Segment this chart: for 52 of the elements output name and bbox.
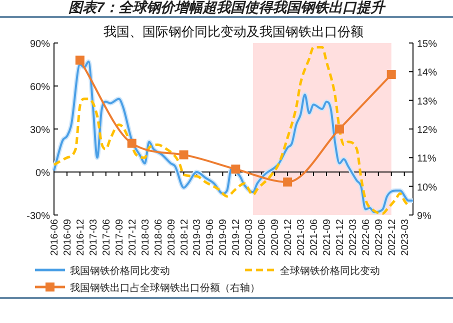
x-tick-label: 2020-12 bbox=[283, 218, 294, 256]
x-tick-label: 2019-09 bbox=[218, 218, 230, 256]
point bbox=[386, 70, 396, 80]
legend-label: 我国钢铁价格同比变动 bbox=[70, 265, 170, 277]
y-tick-label: 30% bbox=[30, 125, 50, 136]
x-tick-label: 2018-09 bbox=[166, 218, 178, 256]
x-tick-label: 2022-03 bbox=[348, 218, 359, 256]
y-tick-label: 60% bbox=[30, 82, 50, 93]
y-tick-label: -30% bbox=[26, 211, 50, 222]
x-tick-label: 2016-12 bbox=[75, 218, 86, 256]
point bbox=[231, 164, 240, 174]
chart-subtitle: 我国、国际钢价同比变动及我国钢铁出口份额 bbox=[104, 24, 364, 39]
x-tick-label: 2017-12 bbox=[127, 218, 138, 256]
y2-tick-label: 10% bbox=[417, 182, 438, 194]
y2-tick-label: 9% bbox=[417, 211, 432, 222]
chart-title: 图表7：全球钢价增幅超我国使得我国钢铁出口提升 bbox=[68, 0, 386, 15]
point bbox=[75, 56, 84, 65]
x-tick-label: 2018-12 bbox=[179, 218, 190, 256]
legend-label: 我国钢铁出口占全球钢铁出口份额（右轴） bbox=[70, 282, 260, 294]
y2-tick-label: 13% bbox=[417, 96, 438, 108]
point bbox=[334, 124, 344, 134]
y2-tick-label: 14% bbox=[417, 68, 438, 79]
y2-tick-label: 15% bbox=[417, 39, 438, 50]
x-tick-label: 2016-09 bbox=[62, 218, 74, 256]
x-tick-label: 2017-06 bbox=[101, 218, 112, 256]
x-tick-label: 2018-03 bbox=[140, 218, 152, 256]
x-tick-label: 2019-12 bbox=[231, 218, 242, 256]
x-tick-label: 2020-06 bbox=[257, 218, 268, 256]
x-tick-label: 2019-06 bbox=[205, 218, 216, 256]
x-tick-label: 2022-06 bbox=[360, 218, 372, 256]
y-tick-label: 90% bbox=[30, 39, 50, 50]
x-tick-label: 2023-03 bbox=[400, 218, 411, 256]
y2-tick-label: 11% bbox=[417, 154, 436, 165]
x-tick-label: 2020-09 bbox=[270, 218, 282, 256]
y2-tick-label: 12% bbox=[417, 125, 438, 136]
x-tick-label: 2017-09 bbox=[114, 218, 126, 256]
point bbox=[179, 150, 188, 160]
x-tick-label: 2022-12 bbox=[386, 218, 398, 256]
x-tick-label: 2021-03 bbox=[296, 218, 308, 256]
x-tick-label: 2019-03 bbox=[192, 218, 204, 256]
x-tick-label: 2020-03 bbox=[244, 218, 256, 256]
x-tick-label: 2021-06 bbox=[309, 218, 320, 256]
y-tick-label: 0% bbox=[36, 168, 50, 179]
x-tick-label: 2018-06 bbox=[153, 218, 164, 256]
point bbox=[127, 138, 136, 148]
x-tick-label: 2016-06 bbox=[50, 218, 60, 256]
legend-label: 全球钢铁价格同比变动 bbox=[280, 265, 380, 277]
x-tick-label: 2021-12 bbox=[334, 218, 346, 256]
point bbox=[283, 178, 292, 187]
x-tick-label: 2017-03 bbox=[88, 218, 100, 256]
x-tick-label: 2021-09 bbox=[322, 218, 333, 256]
x-tick-label: 2022-09 bbox=[374, 218, 385, 256]
